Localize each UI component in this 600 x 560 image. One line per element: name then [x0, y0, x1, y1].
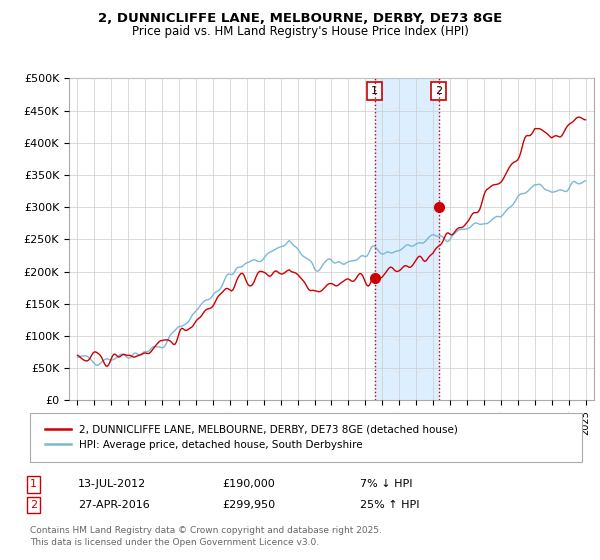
Bar: [374, 78, 439, 400]
Text: This data is licensed under the Open Government Licence v3.0.: This data is licensed under the Open Gov…: [30, 538, 319, 547]
Text: 2, DUNNICLIFFE LANE, MELBOURNE, DERBY, DE73 8GE: 2, DUNNICLIFFE LANE, MELBOURNE, DERBY, D…: [98, 12, 502, 25]
Text: 7% ↓ HPI: 7% ↓ HPI: [360, 479, 413, 489]
FancyBboxPatch shape: [30, 413, 582, 462]
Text: £190,000: £190,000: [222, 479, 275, 489]
Text: Contains HM Land Registry data © Crown copyright and database right 2025.: Contains HM Land Registry data © Crown c…: [30, 526, 382, 535]
Text: 27-APR-2016: 27-APR-2016: [78, 500, 150, 510]
Text: 1: 1: [371, 86, 378, 96]
Text: 25% ↑ HPI: 25% ↑ HPI: [360, 500, 419, 510]
Text: Price paid vs. HM Land Registry's House Price Index (HPI): Price paid vs. HM Land Registry's House …: [131, 25, 469, 38]
Text: 1: 1: [30, 479, 37, 489]
Legend: 2, DUNNICLIFFE LANE, MELBOURNE, DERBY, DE73 8GE (detached house), HPI: Average p: 2, DUNNICLIFFE LANE, MELBOURNE, DERBY, D…: [41, 421, 463, 454]
Text: 2: 2: [30, 500, 37, 510]
Text: £299,950: £299,950: [222, 500, 275, 510]
Text: 2: 2: [435, 86, 442, 96]
Text: 13-JUL-2012: 13-JUL-2012: [78, 479, 146, 489]
